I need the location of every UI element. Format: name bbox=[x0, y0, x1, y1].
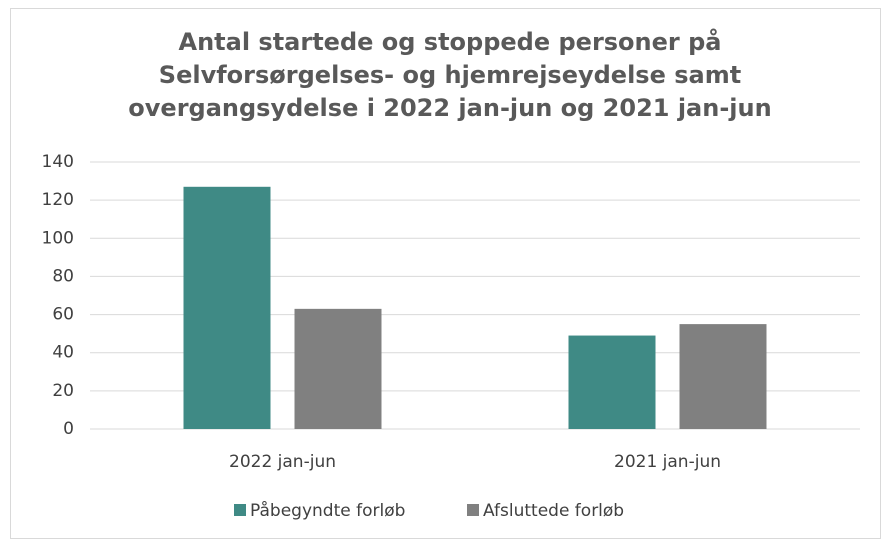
y-tick-label: 40 bbox=[52, 343, 74, 363]
y-tick-label: 0 bbox=[63, 419, 74, 439]
x-tick-label: 2021 jan-jun bbox=[614, 452, 721, 472]
y-tick-label: 100 bbox=[42, 228, 74, 248]
bar bbox=[294, 308, 382, 429]
legend-label: Påbegyndte forløb bbox=[250, 500, 405, 521]
y-tick-label: 60 bbox=[52, 305, 74, 325]
bar bbox=[183, 186, 271, 429]
chart-border bbox=[10, 8, 881, 539]
bar bbox=[568, 335, 656, 429]
y-tick-label: 140 bbox=[42, 152, 74, 172]
bar bbox=[679, 324, 767, 429]
x-tick-label: 2022 jan-jun bbox=[229, 452, 336, 472]
legend-swatch bbox=[234, 504, 246, 516]
y-tick-label: 120 bbox=[42, 190, 74, 210]
legend-swatch bbox=[467, 504, 479, 516]
y-tick-label: 20 bbox=[52, 381, 74, 401]
y-tick-label: 80 bbox=[52, 266, 74, 286]
chart-title: Antal startede og stoppede personer på S… bbox=[128, 28, 772, 122]
legend-label: Afsluttede forløb bbox=[483, 501, 624, 521]
